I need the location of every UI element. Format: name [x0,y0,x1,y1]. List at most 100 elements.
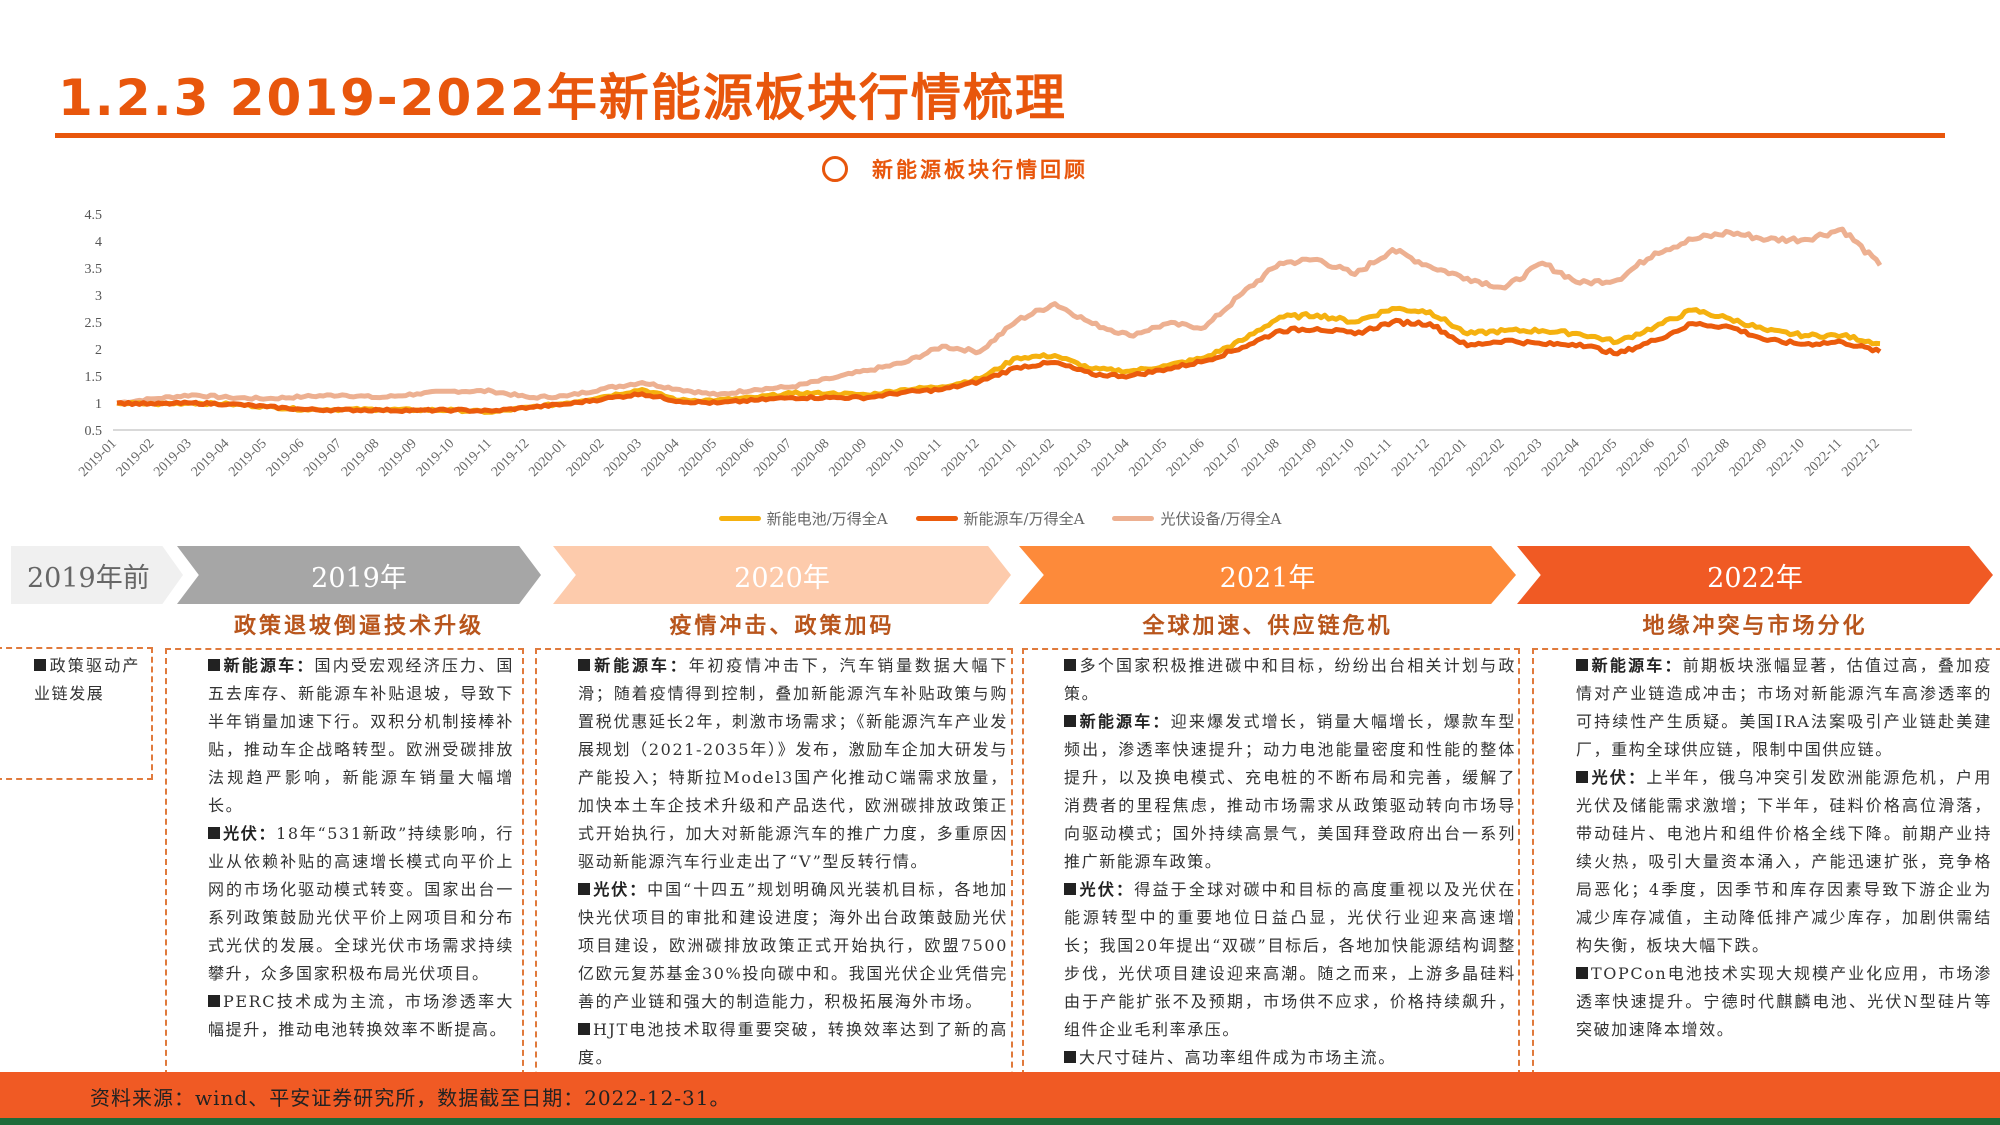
line-chart: 0.5 1 1.5 2 2.5 3 3.5 4 4.5 2019-012019-022019-03… [76,208,1912,480]
timeline-2021: 2021年 [1019,546,1516,604]
paragraph-text: 迎来爆发式增长，销量大幅增长，爆款车型频出，渗透率快速提升；动力电池能量密度和性… [1064,712,1516,871]
square-bullet-icon [1064,883,1076,895]
box-pre-2019 [0,647,153,780]
legend-label: 新能电池/万得全A [766,510,888,528]
x-tick-label: 2021-08 [1239,436,1283,480]
square-bullet-icon [1064,1051,1076,1063]
square-bullet-icon [208,827,220,839]
x-tick-label: 2020-04 [639,436,683,480]
x-tick-label: 2019-08 [339,436,383,480]
x-tick-label: 2020-02 [564,436,608,480]
x-tick-label: 2021-05 [1127,436,1171,480]
x-tick-label: 2019-04 [189,436,233,480]
paragraph-text: 年初疫情冲击下，汽车销量数据大幅下滑；随着疫情得到控制，叠加新能源汽车补贴政策与… [578,656,1008,871]
timeline-label: 2022年 [1707,562,1803,594]
paragraph-lead: 新能源车： [1079,712,1171,731]
y-tick-label: 0.5 [85,424,103,439]
timeline-2022: 2022年 [1517,546,1993,604]
paragraph-lead: 光伏： [223,824,277,843]
paragraph-text: HJT电池技术取得重要突破，转换效率达到了新的高度。 [578,1020,1008,1067]
bullet-paragraph: TOPCon电池技术实现大规模产业化应用，市场渗透率快速提升。宁德时代麒麟电池、… [1576,960,1992,1044]
paragraph-lead: 新能源车： [223,656,315,675]
y-tick-label: 3.5 [85,262,103,277]
text-2021: 多个国家积极推进碳中和目标，纷纷出台相关计划与政策。新能源车：迎来爆发式增长，销… [1064,652,1516,1072]
legend-label: 新能源车/万得全A [963,510,1085,528]
paragraph-lead: 光伏： [593,880,648,899]
text-2020: 新能源车：年初疫情冲击下，汽车销量数据大幅下滑；随着疫情得到控制，叠加新能源汽车… [578,652,1008,1072]
series-line-vehicle [116,317,1882,414]
x-tick-label: 2021-03 [1051,436,1095,480]
paragraph-lead: 光伏： [1079,880,1135,899]
paragraph-text: 前期板块涨幅显著，估值过高，叠加疫情对产业链造成冲击；市场对新能源汽车高渗透率的… [1576,656,1992,759]
bullet-paragraph: 光伏：18年“531新政”持续影响，行业从依赖补贴的高速增长模式向平价上网的市场… [208,820,514,988]
square-bullet-icon [1064,715,1076,727]
square-bullet-icon [578,883,590,895]
x-tick-label: 2019-05 [226,436,270,480]
x-tick-label: 2020-07 [751,436,795,480]
text-2019: 新能源车：国内受宏观经济压力、国五去库存、新能源车补贴退坡，导致下半年销量加速下… [208,652,514,1044]
heading-2021: 全球加速、供应链危机 [1142,613,1393,639]
timeline-label: 2021年 [1219,562,1316,594]
paragraph-text: 得益于全球对碳中和目标的高度重视以及光伏在能源转型中的重要地位日益凸显，光伏行业… [1064,880,1516,1039]
timeline-label: 2020年 [734,562,830,594]
x-tick-label: 2019-06 [264,436,308,480]
bullet-paragraph: PERC技术成为主流，市场渗透率大幅提升，推动电池转换效率不断提高。 [208,988,514,1044]
paragraph-lead: 新能源车： [1591,656,1683,675]
paragraph-text: 多个国家积极推进碳中和目标，纷纷出台相关计划与政策。 [1064,656,1516,703]
bullet-paragraph: 新能源车：前期板块涨幅显著，估值过高，叠加疫情对产业链造成冲击；市场对新能源汽车… [1576,652,1992,764]
x-tick-label: 2019-03 [151,436,195,480]
heading-2019: 政策退坡倒逼技术升级 [233,613,484,639]
heading-2022: 地缘冲突与市场分化 [1642,613,1868,639]
x-tick-label: 2022-10 [1764,436,1808,480]
bullet-paragraph: 光伏：上半年，俄乌冲突引发欧洲能源危机，户用光伏及储能需求激增；下半年，硅料价格… [1576,764,1992,960]
square-bullet-icon [1576,659,1588,671]
legend-item-pv: 光伏设备/万得全A [1112,508,1281,529]
legend-swatch [1112,516,1155,521]
x-tick-label: 2019-12 [489,436,533,480]
subtitle-text: 新能源板块行情回顾 [872,157,1088,182]
bullet-paragraph: 新能源车：年初疫情冲击下，汽车销量数据大幅下滑；随着疫情得到控制，叠加新能源汽车… [578,652,1008,876]
x-tick-label: 2022-12 [1839,436,1883,480]
x-tick-label: 2020-03 [601,436,645,480]
paragraph-text: 国内受宏观经济压力、国五去库存、新能源车补贴退坡，导致下半年销量加速下行。双积分… [208,656,514,815]
paragraph-lead: 新能源车： [593,656,689,675]
y-tick-label: 3 [95,289,102,304]
x-tick-label: 2020-06 [714,436,758,480]
x-tick-label: 2021-12 [1389,436,1433,480]
x-tick-label: 2022-11 [1802,436,1845,479]
bullet-paragraph: 新能源车：迎来爆发式增长，销量大幅增长，爆款车型频出，渗透率快速提升；动力电池能… [1064,708,1516,876]
x-tick-label: 2022-06 [1614,436,1658,480]
timeline-2019: 2019年 [177,546,541,604]
x-tick-label: 2020-08 [789,436,833,480]
paragraph-text: 上半年，俄乌冲突引发欧洲能源危机，户用光伏及储能需求激增；下半年，硅料价格高位滑… [1576,768,1992,955]
square-bullet-icon [578,659,590,671]
title-divider [55,133,1945,138]
bottom-stripe [0,1118,2000,1125]
x-tick-label: 2022-04 [1539,436,1583,480]
timeline-2020: 2020年 [553,546,1011,604]
x-tick-label: 2019-07 [301,436,345,480]
footer-bar: 资料来源：wind、平安证券研究所，数据截至日期：2022-12-31。 [0,1072,2000,1118]
x-tick-label: 2022-07 [1652,436,1696,480]
x-tick-label: 2019-11 [452,436,495,479]
y-tick-label: 2.5 [85,316,103,331]
circle-bullet-icon [822,156,848,182]
x-tick-label: 2020-05 [676,436,720,480]
legend-swatch [718,516,761,521]
x-tick-label: 2022-05 [1577,436,1621,480]
x-tick-label: 2021-11 [1352,436,1395,479]
y-tick-label: 4.5 [85,208,103,223]
square-bullet-icon [1576,771,1588,783]
legend-item-vehicle: 新能源车/万得全A [915,508,1085,529]
x-tick-label: 2020-12 [939,436,983,480]
chart-subtitle: 新能源板块行情回顾 [822,154,1088,184]
square-bullet-icon [1064,659,1076,671]
y-tick-label: 4 [95,235,102,250]
bullet-paragraph: HJT电池技术取得重要突破，转换效率达到了新的高度。 [578,1016,1008,1072]
bullet-paragraph: 新能源车：国内受宏观经济压力、国五去库存、新能源车补贴退坡，导致下半年销量加速下… [208,652,514,820]
x-tick-label: 2020-10 [864,436,908,480]
x-tick-label: 2020-01 [526,436,570,480]
timeline-label: 2019年前 [27,562,150,594]
paragraph-lead: 光伏： [1591,768,1647,787]
x-tick-label: 2019-09 [376,436,420,480]
